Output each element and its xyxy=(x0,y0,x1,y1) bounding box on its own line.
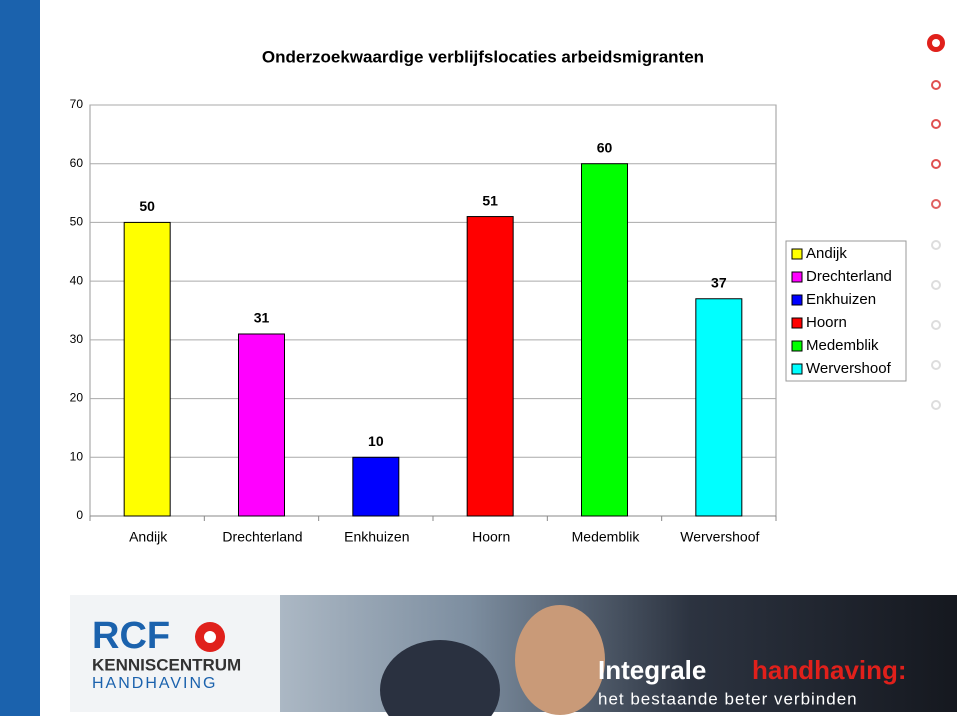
bar xyxy=(581,163,628,517)
tagline: het bestaande beter verbinden xyxy=(598,689,858,708)
y-tick-label: 20 xyxy=(70,391,84,405)
y-tick-label: 0 xyxy=(76,508,83,522)
legend-label: Enkhuizen xyxy=(806,291,876,308)
headline: handhaving: xyxy=(752,655,907,685)
legend-label: Hoorn xyxy=(806,314,847,331)
y-tick-label: 60 xyxy=(70,156,84,170)
org-line: HANDHAVING xyxy=(92,675,218,692)
legend-label: Medemblik xyxy=(806,337,879,354)
value-label: 51 xyxy=(482,192,498,208)
x-tick-label: Enkhuizen xyxy=(344,529,409,545)
side-band xyxy=(0,0,40,716)
legend-label: Wervershoof xyxy=(806,360,892,377)
decor-circles xyxy=(927,34,945,410)
logo: RCF xyxy=(92,615,170,657)
legend xyxy=(785,240,907,382)
bar xyxy=(352,456,400,517)
plot-area xyxy=(89,104,777,517)
legend-swatch xyxy=(791,317,803,329)
chart-title: Onderzoekwaardige verblijfslocaties arbe… xyxy=(262,47,704,66)
banner: RCF KENNISCENTRUM HANDHAVING Integrale h… xyxy=(70,595,957,716)
x-tick-label: Medemblik xyxy=(572,529,641,545)
bar xyxy=(123,221,171,517)
legend-label: Drechterland xyxy=(806,268,892,285)
org-line: KENNISCENTRUM xyxy=(92,655,241,674)
legend-swatch xyxy=(791,248,803,260)
value-label: 10 xyxy=(368,433,384,449)
headline: Integrale xyxy=(598,655,706,685)
y-tick-label: 40 xyxy=(70,273,84,287)
y-tick-label: 70 xyxy=(70,97,84,111)
x-tick-label: Drechterland xyxy=(222,529,302,545)
value-label: 31 xyxy=(254,310,270,326)
legend-label: Andijk xyxy=(806,245,847,262)
value-label: 50 xyxy=(139,198,155,214)
legend-swatch xyxy=(791,340,803,352)
x-tick-label: Wervershoof xyxy=(680,529,759,545)
bar xyxy=(238,333,285,517)
y-tick-label: 10 xyxy=(70,449,84,463)
value-label: 60 xyxy=(597,139,613,155)
legend-swatch xyxy=(791,271,803,283)
x-tick-label: Hoorn xyxy=(472,529,510,545)
y-tick-label: 50 xyxy=(70,215,84,229)
y-tick-label: 30 xyxy=(70,332,84,346)
x-tick-label: Andijk xyxy=(129,529,168,545)
bar xyxy=(466,216,514,517)
value-label: 37 xyxy=(711,274,727,290)
legend-swatch xyxy=(791,363,803,375)
bar xyxy=(695,298,743,517)
legend-swatch xyxy=(791,294,803,306)
